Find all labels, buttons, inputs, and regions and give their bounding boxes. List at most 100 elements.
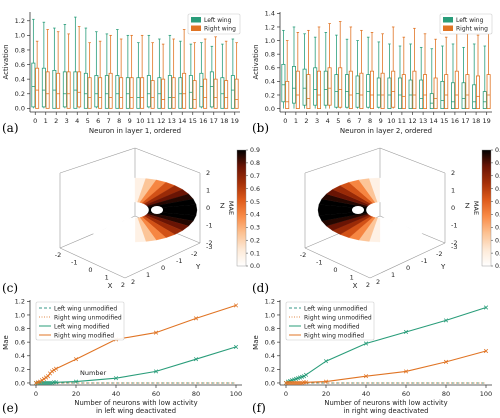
colorbar-tick-label: 0.3 xyxy=(495,225,500,232)
y-tick-label-e: 0.6 xyxy=(15,338,25,346)
box xyxy=(398,77,402,109)
colorbar-tick-label: 0.1 xyxy=(250,250,260,257)
box xyxy=(119,77,124,109)
legend-label: Left wing modified xyxy=(304,323,360,330)
data-point-marker xyxy=(303,372,309,377)
y-tick-label-d: 0 xyxy=(406,264,410,272)
data-point-marker xyxy=(73,357,79,362)
box xyxy=(302,68,307,106)
box xyxy=(451,82,455,109)
x-tick-label-b: 2 xyxy=(304,117,308,125)
x-tick-label-e: 80 xyxy=(192,390,200,398)
data-point-marker xyxy=(301,374,307,379)
series-line-3 xyxy=(285,306,487,384)
x-tick-label-f: 60 xyxy=(402,390,410,398)
data-point-marker xyxy=(45,374,51,379)
legend-label: Right wing modified xyxy=(54,332,114,339)
legend-label: Left wing modified xyxy=(54,323,110,330)
colorbar-label-c: MAE xyxy=(227,201,235,215)
x-tick-label-a: 12 xyxy=(157,117,165,125)
legend-swatch xyxy=(443,25,453,31)
x-tick-label-b: 7 xyxy=(357,117,361,125)
data-point-marker xyxy=(483,348,489,354)
box xyxy=(62,71,67,108)
data-point-marker xyxy=(323,379,329,384)
data-point-marker xyxy=(443,318,449,323)
box xyxy=(419,79,424,109)
x-tick-label-a: 10 xyxy=(136,117,144,125)
x-tick-label-a: 13 xyxy=(168,117,176,125)
colorbar-tick-label: 0.5 xyxy=(250,199,260,206)
box xyxy=(306,74,311,109)
x-tick-label-b: 16 xyxy=(451,117,459,125)
data-point-marker xyxy=(363,374,369,379)
colorbar-tick-label: 0.7 xyxy=(250,173,260,180)
y-axis-label-a: Activation xyxy=(2,44,10,79)
data-point-marker xyxy=(43,375,49,380)
box xyxy=(157,77,162,109)
y-tick-label-a: 1.0 xyxy=(15,32,25,40)
panel-label-e: (e) xyxy=(2,401,18,415)
box xyxy=(355,75,360,108)
chart-f-line: 0.0 0.2 0.4 0.6 0.8 1.0 1.2 0 20 40 60 80 100 Left wi… xyxy=(252,298,492,415)
x-tick-label-b: 12 xyxy=(408,117,416,125)
y-tick-label-e: 0.4 xyxy=(15,352,25,360)
data-point-marker xyxy=(483,305,489,310)
y-tick-label-b: 0.6 xyxy=(265,64,275,72)
colorbar-tick-label: 0.2 xyxy=(250,237,260,244)
data-point-marker xyxy=(193,357,199,362)
y-tick-label-b: 0.4 xyxy=(265,78,275,86)
box xyxy=(94,75,99,108)
x-tick-label-a: 5 xyxy=(86,117,90,125)
data-point-marker xyxy=(73,379,79,384)
x-tick-label-a: 18 xyxy=(220,117,228,125)
x-tick-label-a: 17 xyxy=(210,117,218,125)
legend-label: Right wing xyxy=(204,26,236,33)
box xyxy=(444,74,449,109)
y-tick-label-c: -3 xyxy=(206,243,212,251)
y-tick-label-b: 0.0 xyxy=(265,105,275,113)
legend-box-e xyxy=(35,301,125,341)
x-tick-label-e: 100 xyxy=(230,390,242,398)
box xyxy=(317,70,321,109)
y-axis-label-c: Y xyxy=(195,263,201,271)
x-tick-label-a: 7 xyxy=(107,117,111,125)
colorbar-tick-label: 0.5 xyxy=(495,199,500,206)
x-tick-label-f: 100 xyxy=(480,390,492,398)
y-tick-label-b: 1.0 xyxy=(265,37,275,45)
box xyxy=(359,72,364,109)
colorbar-tick-label: 0.1 xyxy=(495,250,500,257)
box xyxy=(41,67,46,108)
x-tick-label-a: 4 xyxy=(75,117,79,125)
y-tick-label-d: -3 xyxy=(451,243,457,251)
box xyxy=(348,70,353,109)
y-axis-label-d: Y xyxy=(440,263,446,271)
frame-edge xyxy=(379,147,446,174)
x-tick-label-b: 4 xyxy=(326,117,330,125)
y-tick-label-b: 1.2 xyxy=(265,23,275,31)
x-axis-label-e: Number of neurons with low activity xyxy=(74,399,197,407)
box xyxy=(482,91,487,109)
box xyxy=(380,72,385,109)
colorbar-c xyxy=(236,149,247,267)
box xyxy=(472,84,477,109)
x-axis-label-f: Number of neurons with low activity xyxy=(324,399,447,407)
box xyxy=(56,72,61,109)
data-point-marker xyxy=(323,359,329,364)
box xyxy=(461,82,466,109)
z-tick-label-c: -2 xyxy=(206,239,212,247)
data-point-marker xyxy=(403,329,409,335)
box xyxy=(209,71,214,108)
box xyxy=(35,67,40,109)
box xyxy=(66,71,71,109)
box xyxy=(423,74,427,109)
frame-edge xyxy=(59,247,126,279)
y-tick-label-f: 0.2 xyxy=(265,366,275,374)
x-tick-label-a: 1 xyxy=(44,117,48,125)
y-tick-label-f: 0.0 xyxy=(265,379,275,387)
x-tick-label-f: 80 xyxy=(442,390,450,398)
y-tick-label-b: 0.8 xyxy=(265,50,275,58)
chart-c-3d-surface: -2-1012-3-2-1012-2-1012XYZ0.00.10.20.30.… xyxy=(55,147,260,290)
y-tick-label-c: -1 xyxy=(176,257,182,265)
box xyxy=(136,77,141,109)
